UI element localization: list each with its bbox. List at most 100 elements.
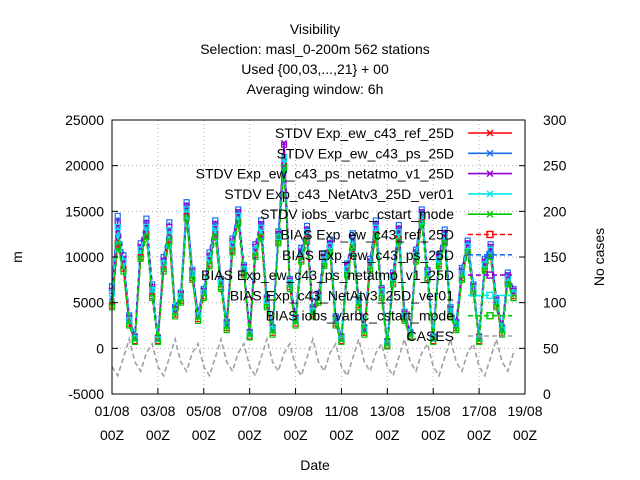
data-point <box>395 221 402 229</box>
data-point <box>418 220 425 227</box>
data-point <box>349 237 357 244</box>
legend-item: STDV Exp_ew_c43_ps_25D <box>277 145 512 161</box>
data-point <box>476 338 483 346</box>
data-point <box>481 267 488 274</box>
data-point <box>252 246 259 253</box>
data-point <box>114 242 121 250</box>
legend-label: STDV Exp_c43_NetAtv3_25D_ver01 <box>224 186 454 202</box>
data-point <box>189 270 196 277</box>
data-point <box>401 317 408 325</box>
data-point <box>464 242 471 250</box>
data-point <box>378 295 385 302</box>
data-point <box>349 244 357 251</box>
x-tick-hour: 00Z <box>146 427 171 443</box>
data-point <box>321 263 328 270</box>
series-layer <box>108 139 517 378</box>
data-point <box>183 199 190 206</box>
data-point <box>464 249 471 256</box>
legend-label: STDV iobs_varbc_cstart_mode <box>260 206 454 222</box>
data-point <box>143 233 150 241</box>
legend-item: STDV iobs_varbc_cstart_mode <box>260 206 512 222</box>
data-point <box>143 223 150 230</box>
data-point <box>298 258 305 265</box>
y2-tick-label: 50 <box>543 340 559 356</box>
data-point <box>303 229 311 236</box>
legend-marker <box>486 312 494 320</box>
data-point <box>367 261 374 268</box>
data-point <box>389 281 397 288</box>
data-point <box>166 238 173 245</box>
data-point <box>212 224 219 231</box>
y-tick-label: -5000 <box>68 386 104 402</box>
data-point <box>298 251 305 258</box>
legend-marker <box>486 230 494 239</box>
legend-label: BIAS iobs_varbc_cstart_mode <box>266 308 455 324</box>
x-axis-label: Date <box>300 457 330 473</box>
y-tick-label: 15000 <box>65 203 104 219</box>
data-point <box>338 338 345 346</box>
legend-item: BIAS Exp_ew_c43_ref_25D <box>280 227 512 243</box>
data-point <box>258 224 265 231</box>
data-point <box>194 317 202 325</box>
legend-marker <box>486 149 494 157</box>
legend-item: CASES <box>407 328 512 344</box>
data-point <box>183 206 190 213</box>
x-tick-hour: 00Z <box>100 427 125 443</box>
legend-marker <box>486 291 494 300</box>
data-point <box>212 233 219 241</box>
data-point <box>367 267 374 274</box>
legend-item: STDV Exp_ew_c43_ps_netatmo_v1_25D <box>196 166 512 182</box>
data-point <box>470 290 477 297</box>
data-point <box>303 222 311 230</box>
data-point <box>166 227 173 234</box>
y2-tick-label: 250 <box>543 158 567 174</box>
data-point <box>441 240 448 247</box>
y2-tick-label: 150 <box>543 249 567 265</box>
x-tick-hour: 00Z <box>238 427 263 443</box>
legend-item: BIAS Exp_ew_c43_ps_netatmo_v1_25D <box>201 267 512 283</box>
y2-tick-label: 300 <box>543 112 567 128</box>
data-point <box>212 221 219 228</box>
data-point <box>120 268 127 275</box>
data-point <box>441 226 448 233</box>
data-point <box>453 326 460 334</box>
data-point <box>430 338 437 346</box>
legend-item: STDV Exp_c43_NetAtv3_25D_ver01 <box>224 186 512 202</box>
data-point <box>280 155 288 162</box>
data-point <box>309 313 316 320</box>
x-tick-date: 13/08 <box>370 403 405 419</box>
data-point <box>395 225 402 232</box>
title-line-4: Averaging window: 6h <box>247 81 384 97</box>
legend-marker <box>486 251 494 259</box>
legend-item: STDV Exp_ew_c43_ref_25D <box>275 125 512 141</box>
data-point <box>447 313 454 320</box>
data-point <box>326 242 334 250</box>
x-tick-hour: 00Z <box>513 427 538 443</box>
data-point <box>160 260 167 267</box>
data-point <box>384 343 391 350</box>
x-tick-date: 15/08 <box>416 403 451 419</box>
data-point <box>137 240 144 247</box>
x-tick-date: 05/08 <box>186 403 221 419</box>
legend-item: BIAS iobs_varbc_cstart_mode <box>266 308 512 324</box>
series-11 <box>111 336 515 378</box>
data-point <box>504 274 511 282</box>
data-point <box>246 334 253 341</box>
y-tick-label: 10000 <box>65 249 104 265</box>
data-point <box>441 232 448 240</box>
data-point <box>126 322 133 329</box>
data-point <box>458 276 466 283</box>
y-tick-label: 5000 <box>73 295 104 311</box>
title-line-2: Selection: masl_0-200m 562 stations <box>200 41 430 57</box>
x-tick-date: 07/08 <box>232 403 267 419</box>
data-point <box>160 268 167 275</box>
data-point <box>229 241 236 248</box>
data-point <box>493 304 500 311</box>
y-tick-label: 0 <box>96 340 104 356</box>
data-point <box>137 255 144 262</box>
data-point <box>166 223 173 230</box>
x-tick-date: 09/08 <box>278 403 313 419</box>
legend-label: STDV Exp_ew_c43_ref_25D <box>275 125 454 141</box>
series-line <box>111 336 515 378</box>
